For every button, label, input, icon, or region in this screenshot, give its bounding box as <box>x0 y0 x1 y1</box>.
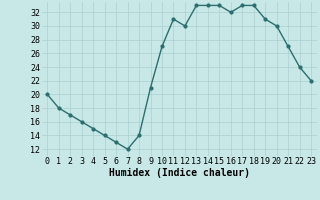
X-axis label: Humidex (Indice chaleur): Humidex (Indice chaleur) <box>109 168 250 178</box>
